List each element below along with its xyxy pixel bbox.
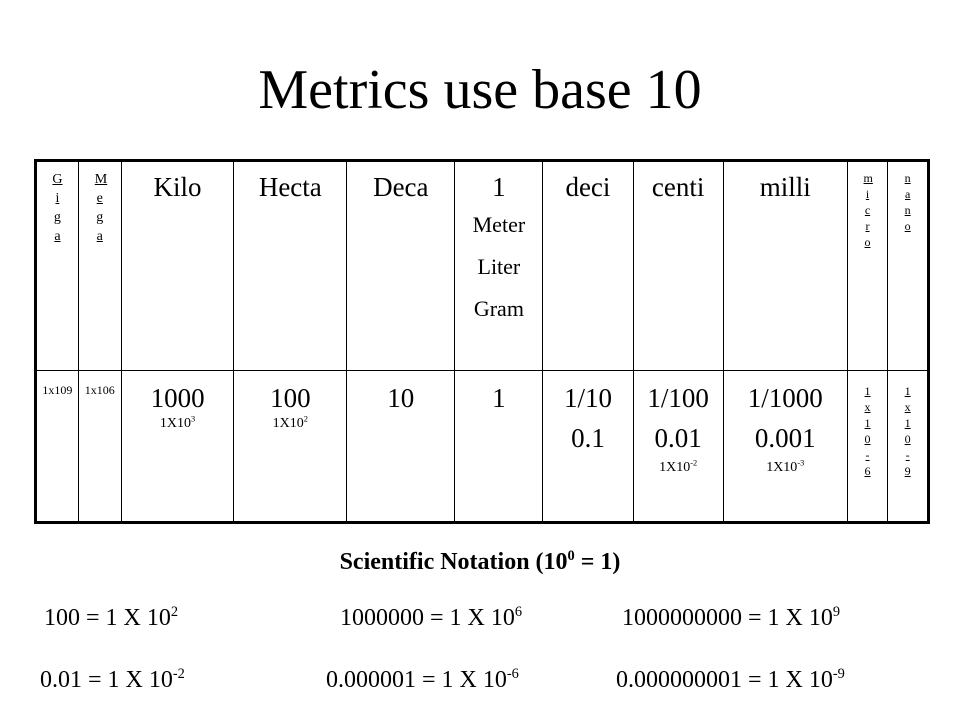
- cell-giga: Giga: [35, 160, 79, 371]
- scientific-notation-heading: Scientific Notation (100 = 1): [339, 548, 621, 575]
- cell-hecta: Hecta: [233, 160, 348, 371]
- metric-prefix-table: Giga Mega Kilo Hecta Deca 1 Meter Liter …: [34, 159, 930, 524]
- equation-billion: 1000000000 = 1 X 109: [622, 604, 841, 631]
- prefix-kilo: Kilo: [153, 172, 202, 202]
- value-micro: 1x10-6: [864, 384, 871, 478]
- equation-million: 1000000 = 1 X 106: [340, 604, 523, 631]
- cell-giga-value: 1x109: [35, 370, 79, 523]
- cell-nano: nano: [887, 160, 929, 371]
- equation-billionth: 0.000000001 = 1 X 10-9: [616, 666, 845, 693]
- cell-mega-value: 1x106: [77, 370, 122, 523]
- cell-milli: milli: [722, 160, 848, 371]
- prefix-row: Giga Mega Kilo Hecta Deca 1 Meter Liter …: [35, 160, 929, 371]
- value-hecta-sci: 1X102: [272, 414, 308, 431]
- cell-hecta-value: 100 1X102: [233, 370, 348, 523]
- prefix-centi: centi: [651, 172, 705, 202]
- cell-micro-value: 1x10-6: [846, 370, 889, 523]
- cell-deci-value: 1/10 0.1: [542, 370, 634, 523]
- base-value: 1: [492, 172, 506, 202]
- cell-centi-value: 1/100 0.01 1X10-2: [632, 370, 724, 523]
- prefix-mega: Mega: [94, 172, 108, 244]
- value-centi-sci: 1X10-2: [659, 458, 698, 475]
- cell-base-value: 1: [454, 370, 544, 523]
- cell-kilo: Kilo: [120, 160, 235, 371]
- prefix-milli: milli: [759, 172, 811, 202]
- value-milli-sci: 1X10-3: [766, 458, 805, 475]
- value-deca: 10: [387, 383, 415, 413]
- prefix-hecta: Hecta: [258, 172, 322, 202]
- value-deci-decimal: 0.1: [571, 423, 605, 453]
- cell-mega: Mega: [77, 160, 122, 371]
- prefix-deci: deci: [565, 172, 611, 202]
- cell-milli-value: 1/1000 0.001 1X10-3: [722, 370, 848, 523]
- prefix-nano: nano: [904, 171, 911, 233]
- value-centi-decimal: 0.01: [654, 423, 702, 453]
- value-nano: 1x10-9: [904, 384, 911, 478]
- equation-hundredth: 0.01 = 1 X 10-2: [40, 666, 185, 693]
- value-kilo: 1000: [150, 383, 205, 413]
- value-base: 1: [492, 383, 506, 413]
- cell-micro: micro: [846, 160, 889, 371]
- base-unit-liter: Liter: [477, 254, 521, 279]
- cell-base: 1 Meter Liter Gram: [454, 160, 544, 371]
- base-unit-gram: Gram: [473, 296, 524, 321]
- value-row: 1x109 1x106 1000 1X103 100 1X102 10 1 1/…: [35, 370, 929, 523]
- value-hecta: 100: [270, 383, 311, 413]
- slide-title: Metrics use base 10: [258, 59, 702, 121]
- prefix-deca: Deca: [373, 172, 429, 202]
- cell-kilo-value: 1000 1X103: [120, 370, 235, 523]
- value-kilo-sci: 1X103: [159, 414, 196, 431]
- value-milli-fraction: 1/1000: [747, 383, 823, 413]
- equation-hundred: 100 = 1 X 102: [44, 604, 179, 631]
- value-mega: 1x106: [84, 383, 115, 397]
- equation-millionth: 0.000001 = 1 X 10-6: [326, 666, 519, 693]
- cell-deca: Deca: [346, 160, 456, 371]
- cell-centi: centi: [632, 160, 724, 371]
- value-milli-decimal: 0.001: [754, 423, 816, 453]
- cell-deci: deci: [542, 160, 634, 371]
- base-unit-meter: Meter: [472, 212, 526, 237]
- prefix-giga: Giga: [52, 172, 63, 244]
- prefix-micro: micro: [863, 171, 873, 249]
- value-deci-fraction: 1/10: [563, 383, 612, 413]
- value-centi-fraction: 1/100: [647, 383, 709, 413]
- cell-nano-value: 1x10-9: [887, 370, 929, 523]
- value-giga: 1x109: [42, 383, 73, 397]
- cell-deca-value: 10: [346, 370, 456, 523]
